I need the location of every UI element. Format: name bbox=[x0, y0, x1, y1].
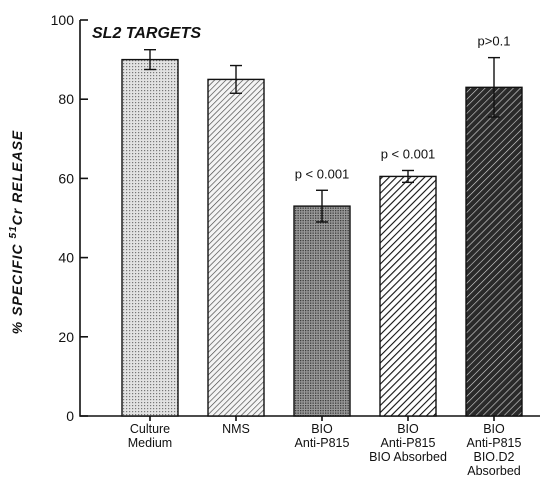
category-label-2-line-1: Anti-P815 bbox=[295, 436, 350, 450]
category-label-3: BIO Anti-P815 BIO Absorbed bbox=[369, 422, 447, 464]
y-tick-label-3: 60 bbox=[58, 170, 74, 186]
category-label-0: Culture Medium bbox=[128, 422, 172, 450]
bar-1 bbox=[207, 78, 265, 417]
category-label-4: BIO Anti-P815 BIO.D2 Absorbed bbox=[467, 422, 522, 478]
category-label-4-line-3: Absorbed bbox=[467, 464, 521, 478]
category-label-0-line-0: Culture bbox=[130, 422, 170, 436]
category-label-1: NMS bbox=[222, 422, 250, 436]
bar-2 bbox=[293, 205, 351, 417]
p-value-label-2: p < 0.001 bbox=[295, 166, 350, 181]
y-tick-label-2: 40 bbox=[58, 250, 74, 266]
bar-0 bbox=[121, 58, 179, 417]
category-label-3-line-0: BIO bbox=[397, 422, 419, 436]
bars: p < 0.001 p < 0.001 p>0.1 bbox=[121, 34, 523, 417]
category-label-3-line-1: Anti-P815 bbox=[381, 436, 436, 450]
y-axis-label: % SPECIFIC 51Cr RELEASE bbox=[8, 130, 25, 335]
category-label-4-line-1: Anti-P815 bbox=[467, 436, 522, 450]
bar-4 bbox=[465, 86, 523, 417]
category-label-2: BIO Anti-P815 bbox=[295, 422, 350, 450]
y-tick-label-4: 80 bbox=[58, 91, 74, 107]
y-tick-label-0: 0 bbox=[66, 408, 74, 424]
y-axis-label-superscript: 51 bbox=[8, 225, 19, 238]
p-value-label-4: p>0.1 bbox=[478, 34, 511, 49]
y-tick-label-5: 100 bbox=[51, 12, 75, 28]
category-label-1-line-0: NMS bbox=[222, 422, 250, 436]
y-tick-label-1: 20 bbox=[58, 329, 74, 345]
category-label-3-line-2: BIO Absorbed bbox=[369, 450, 447, 464]
category-label-4-line-0: BIO bbox=[483, 422, 505, 436]
y-axis-label-prefix: % SPECIFIC bbox=[9, 238, 25, 334]
chart-title: SL2 TARGETS bbox=[92, 25, 201, 42]
p-value-label-3: p < 0.001 bbox=[381, 146, 436, 161]
y-ticks: 0 20 40 60 80 100 bbox=[51, 12, 88, 424]
category-label-0-line-1: Medium bbox=[128, 436, 172, 450]
category-label-4-line-2: BIO.D2 bbox=[474, 450, 515, 464]
category-label-2-line-0: BIO bbox=[311, 422, 333, 436]
bar-3 bbox=[379, 175, 437, 417]
y-axis-label-suffix: Cr RELEASE bbox=[9, 130, 25, 226]
